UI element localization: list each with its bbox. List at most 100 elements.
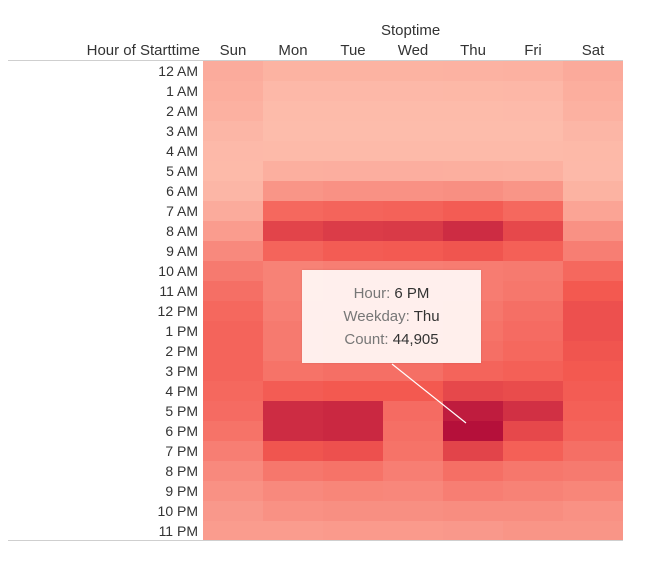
heatmap-cell[interactable] — [383, 141, 443, 161]
heatmap-cell[interactable] — [563, 121, 623, 141]
heatmap-cell[interactable] — [563, 221, 623, 241]
heatmap-cell[interactable] — [203, 401, 263, 421]
heatmap-cell[interactable] — [203, 421, 263, 441]
heatmap-cell[interactable] — [503, 381, 563, 401]
heatmap-cell[interactable] — [263, 61, 323, 81]
heatmap-cell[interactable] — [323, 141, 383, 161]
heatmap-cell[interactable] — [383, 441, 443, 461]
heatmap-cell[interactable] — [563, 161, 623, 181]
heatmap-cell[interactable] — [263, 241, 323, 261]
heatmap-cell[interactable] — [203, 261, 263, 281]
heatmap-cell[interactable] — [563, 241, 623, 261]
heatmap-cell[interactable] — [443, 441, 503, 461]
heatmap-cell[interactable] — [383, 521, 443, 541]
heatmap-cell[interactable] — [263, 201, 323, 221]
heatmap-cell[interactable] — [563, 61, 623, 81]
heatmap-cell[interactable] — [503, 341, 563, 361]
heatmap-cell[interactable] — [383, 181, 443, 201]
heatmap-cell[interactable] — [323, 361, 383, 381]
heatmap-cell[interactable] — [323, 521, 383, 541]
heatmap-cell[interactable] — [503, 141, 563, 161]
heatmap-cell[interactable] — [203, 181, 263, 201]
heatmap-cell[interactable] — [563, 141, 623, 161]
heatmap-cell[interactable] — [443, 421, 503, 441]
heatmap-cell[interactable] — [383, 101, 443, 121]
heatmap-cell[interactable] — [443, 381, 503, 401]
heatmap-cell[interactable] — [443, 81, 503, 101]
heatmap-cell[interactable] — [263, 101, 323, 121]
heatmap-cell[interactable] — [503, 361, 563, 381]
heatmap-cell[interactable] — [443, 161, 503, 181]
heatmap-cell[interactable] — [203, 201, 263, 221]
heatmap-cell[interactable] — [263, 361, 323, 381]
heatmap-cell[interactable] — [323, 61, 383, 81]
heatmap-cell[interactable] — [503, 181, 563, 201]
heatmap-cell[interactable] — [203, 341, 263, 361]
heatmap-cell[interactable] — [443, 181, 503, 201]
heatmap-cell[interactable] — [503, 421, 563, 441]
heatmap-cell[interactable] — [383, 421, 443, 441]
heatmap-cell[interactable] — [503, 261, 563, 281]
heatmap-cell[interactable] — [323, 441, 383, 461]
heatmap-cell[interactable] — [263, 401, 323, 421]
heatmap-cell[interactable] — [563, 321, 623, 341]
heatmap-cell[interactable] — [563, 441, 623, 461]
heatmap-cell[interactable] — [563, 521, 623, 541]
heatmap-cell[interactable] — [503, 281, 563, 301]
heatmap-cell[interactable] — [503, 461, 563, 481]
heatmap-cell[interactable] — [203, 521, 263, 541]
heatmap-cell[interactable] — [563, 201, 623, 221]
heatmap-cell[interactable] — [323, 81, 383, 101]
heatmap-cell[interactable] — [203, 161, 263, 181]
heatmap-cell[interactable] — [563, 381, 623, 401]
heatmap-cell[interactable] — [263, 81, 323, 101]
heatmap-cell[interactable] — [203, 81, 263, 101]
heatmap-cell[interactable] — [503, 121, 563, 141]
heatmap-cell[interactable] — [443, 141, 503, 161]
heatmap-cell[interactable] — [263, 161, 323, 181]
heatmap-cell[interactable] — [443, 61, 503, 81]
heatmap-cell[interactable] — [503, 221, 563, 241]
heatmap-cell[interactable] — [383, 461, 443, 481]
heatmap-cell[interactable] — [323, 161, 383, 181]
heatmap-cell[interactable] — [323, 121, 383, 141]
heatmap-cell[interactable] — [263, 461, 323, 481]
heatmap-cell[interactable] — [503, 201, 563, 221]
heatmap-cell[interactable] — [503, 521, 563, 541]
heatmap-cell[interactable] — [203, 321, 263, 341]
heatmap-cell[interactable] — [563, 461, 623, 481]
heatmap-cell[interactable] — [503, 441, 563, 461]
heatmap-cell[interactable] — [203, 101, 263, 121]
heatmap-cell[interactable] — [383, 381, 443, 401]
heatmap-cell[interactable] — [503, 81, 563, 101]
heatmap-cell[interactable] — [263, 221, 323, 241]
heatmap-cell[interactable] — [563, 341, 623, 361]
heatmap-cell[interactable] — [203, 461, 263, 481]
heatmap-cell[interactable] — [503, 61, 563, 81]
heatmap-cell[interactable] — [263, 381, 323, 401]
heatmap-cell[interactable] — [203, 361, 263, 381]
heatmap-cell[interactable] — [443, 221, 503, 241]
heatmap-cell[interactable] — [323, 481, 383, 501]
heatmap-cell[interactable] — [323, 381, 383, 401]
heatmap-cell[interactable] — [203, 141, 263, 161]
heatmap-cell[interactable] — [203, 381, 263, 401]
heatmap-cell[interactable] — [563, 421, 623, 441]
heatmap-cell[interactable] — [443, 521, 503, 541]
heatmap-cell[interactable] — [443, 461, 503, 481]
heatmap-cell[interactable] — [443, 101, 503, 121]
heatmap-cell[interactable] — [263, 181, 323, 201]
heatmap-cell[interactable] — [503, 101, 563, 121]
heatmap-cell[interactable] — [563, 181, 623, 201]
heatmap-cell[interactable] — [443, 121, 503, 141]
heatmap-cell[interactable] — [443, 481, 503, 501]
heatmap-cell[interactable] — [383, 81, 443, 101]
heatmap-cell[interactable] — [323, 101, 383, 121]
heatmap-cell[interactable] — [383, 221, 443, 241]
heatmap-cell[interactable] — [323, 201, 383, 221]
heatmap-cell[interactable] — [263, 141, 323, 161]
heatmap-cell[interactable] — [383, 501, 443, 521]
heatmap-cell[interactable] — [563, 501, 623, 521]
heatmap-cell[interactable] — [383, 401, 443, 421]
heatmap-cell[interactable] — [203, 481, 263, 501]
